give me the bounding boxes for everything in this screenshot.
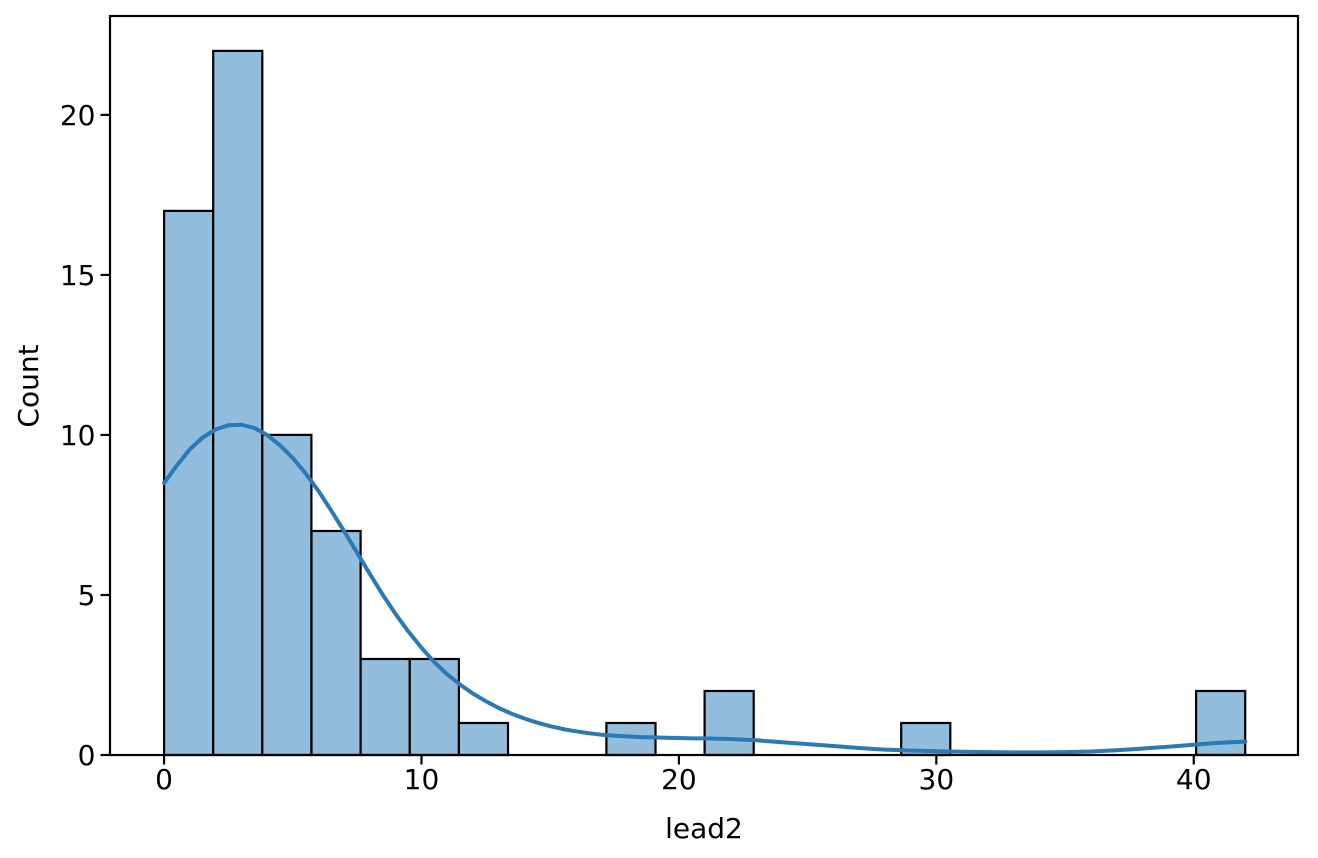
y-tick-label: 10 xyxy=(60,419,96,452)
x-tick-label: 40 xyxy=(1176,763,1212,796)
y-tick-label: 0 xyxy=(78,739,96,772)
x-tick-label: 20 xyxy=(661,763,697,796)
x-axis-label: lead2 xyxy=(665,812,743,845)
kde-curve xyxy=(162,422,1248,755)
histogram-bar xyxy=(408,657,460,757)
x-tick-label: 30 xyxy=(919,763,955,796)
histogram-bar xyxy=(310,529,362,757)
axes-spines xyxy=(108,14,1300,757)
histogram-bar xyxy=(703,689,755,757)
x-tick-label: 0 xyxy=(155,763,173,796)
y-axis-label: Count xyxy=(12,344,45,428)
y-tick-label: 5 xyxy=(78,579,96,612)
histogram-bar xyxy=(261,433,313,757)
histogram-bar xyxy=(457,721,510,757)
histogram-bar xyxy=(212,49,264,757)
y-tick-label: 20 xyxy=(60,99,96,132)
x-tick-label: 10 xyxy=(404,763,440,796)
histogram-bar xyxy=(359,657,411,757)
histogram-bar xyxy=(163,209,215,757)
y-tick-label: 15 xyxy=(60,259,96,292)
